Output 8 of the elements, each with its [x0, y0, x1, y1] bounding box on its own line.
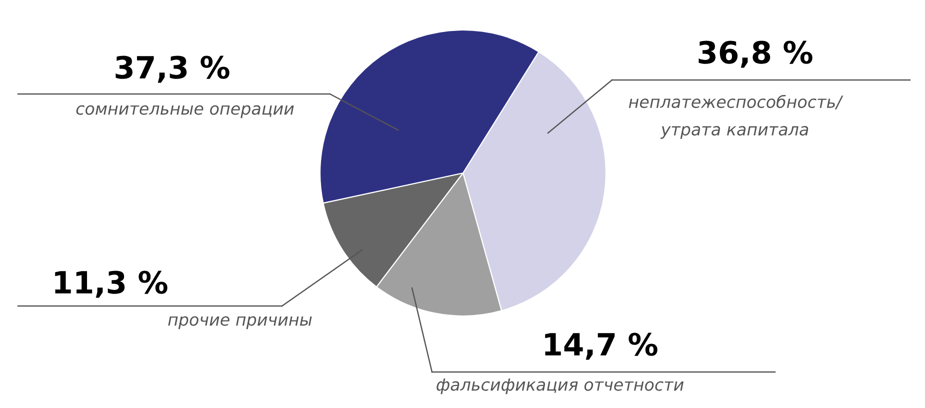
slice-label: прочие причины: [168, 316, 312, 330]
slice-label: неплатежеспособность/ утрата капитала: [628, 94, 844, 139]
data-label: 11,3 %: [55, 270, 168, 298]
data-label: 37,3 %: [116, 56, 230, 83]
slice-label: сомнительные операции: [76, 105, 294, 118]
data-label: 14,7 %: [545, 332, 658, 360]
slice-label: фальсификация отчетности: [436, 378, 684, 394]
data-label: 36,8 %: [698, 40, 812, 68]
